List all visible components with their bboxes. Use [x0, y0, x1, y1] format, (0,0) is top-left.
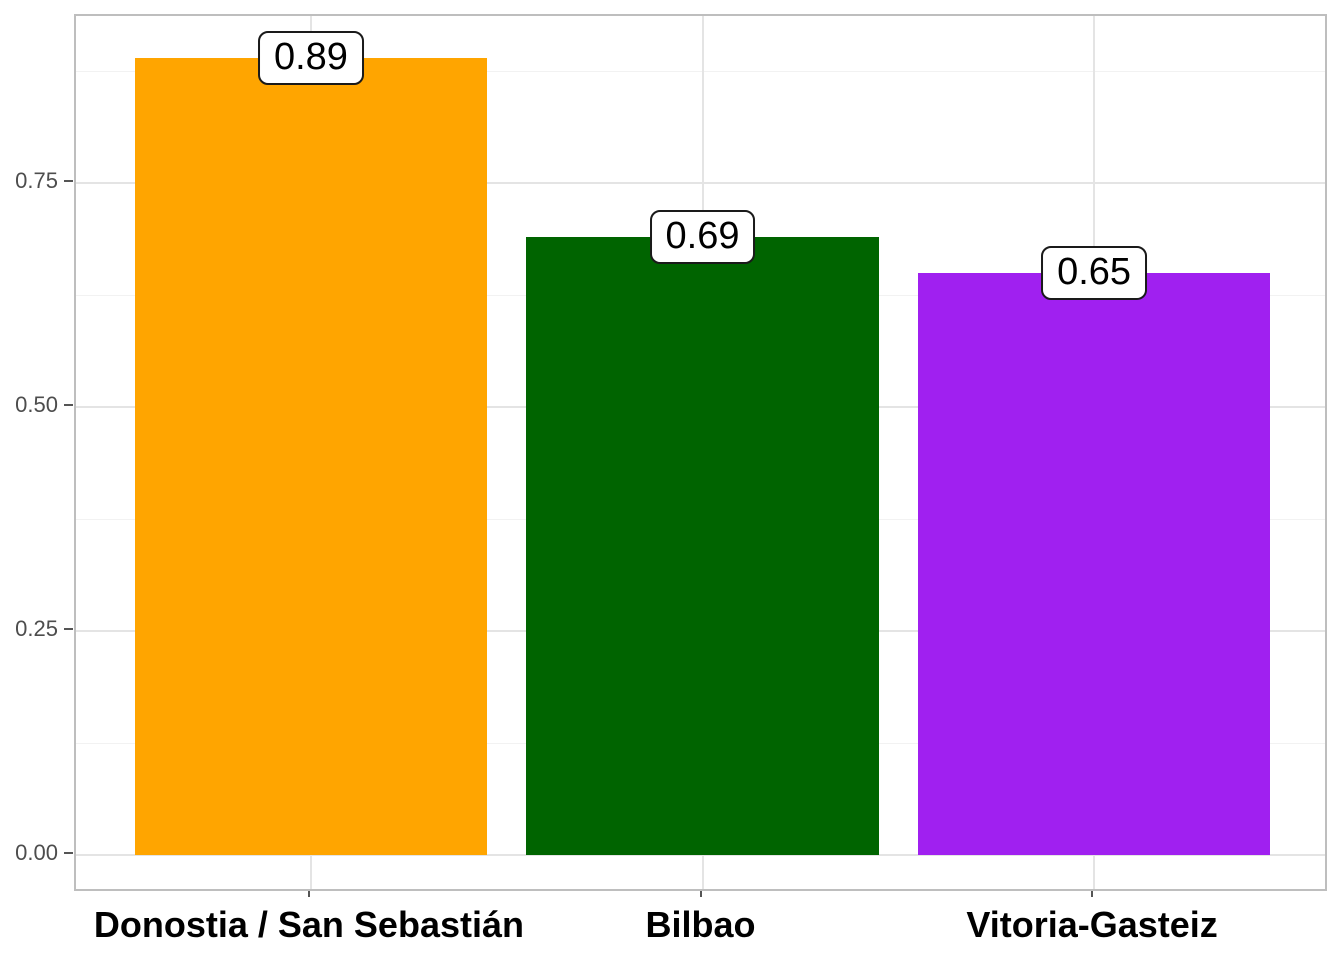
bar-0: [134, 57, 488, 855]
gridline-minor-3: [76, 70, 1325, 72]
x-axis-tick-1: [699, 891, 702, 897]
y-axis-tick-3: [64, 180, 73, 182]
gridline-major-0: [76, 854, 1325, 856]
x-axis-tick-2: [1091, 891, 1094, 897]
x-axis-category-label-1: Bilbao: [645, 904, 756, 945]
bar-2: [917, 272, 1271, 855]
y-axis-tick-label-3: 0.75: [15, 168, 58, 193]
bar-value-label-0: 0.89: [257, 30, 364, 85]
y-axis-tick-0: [64, 852, 73, 854]
x-axis-category-label-0: Donostia / San Sebastián: [93, 904, 524, 945]
y-axis-tick-label-1: 0.25: [15, 616, 58, 641]
bar-value-label-1: 0.69: [649, 209, 756, 264]
y-axis-tick-2: [64, 404, 73, 406]
y-axis-tick-1: [64, 628, 73, 630]
bar-value-label-2: 0.65: [1041, 245, 1148, 300]
x-axis-category-label-2: Vitoria-Gasteiz: [966, 904, 1218, 945]
gridline-major-3: [76, 182, 1325, 184]
bar-1: [526, 236, 879, 855]
plot-panel: 0.89 0.69 0.65: [74, 14, 1327, 891]
x-axis-tick-0: [307, 891, 310, 897]
y-axis-tick-label-0: 0.00: [15, 840, 58, 865]
y-axis-tick-label-2: 0.50: [15, 392, 58, 417]
